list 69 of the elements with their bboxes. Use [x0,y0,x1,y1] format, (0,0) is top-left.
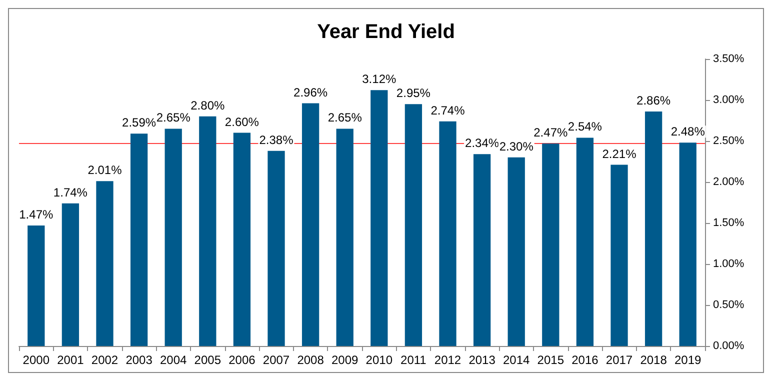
y-tick-label: 0.50% [713,299,744,311]
x-tick-label: 2012 [434,353,462,367]
bar [644,111,662,346]
x-tick-label: 2007 [262,353,290,367]
data-label: 2.65% [156,110,191,125]
data-label: 2.54% [568,120,602,134]
x-tick-label: 2004 [160,353,188,367]
bar [302,103,320,346]
data-label: 2.80% [190,98,225,112]
y-tick-label: 1.00% [713,258,744,270]
data-label: 2.34% [465,136,500,150]
x-tick-label: 2016 [572,353,599,367]
data-label: 2.95% [396,86,431,100]
x-tick-label: 2009 [332,353,359,367]
x-tick-label: 2018 [640,353,668,367]
x-tick-label: 2014 [503,353,530,367]
data-label: 2.21% [602,146,637,161]
chart-title: Year End Yield [317,21,455,43]
bar [404,104,422,346]
data-label: 2.60% [224,114,260,129]
data-label: 2.59% [122,116,156,130]
data-label: 2.86% [636,93,671,108]
x-tick-label: 2003 [126,353,153,367]
bar [679,142,696,346]
x-tick-label: 2000 [22,353,50,367]
x-tick-label: 2019 [674,353,702,367]
y-tick-label: 3.50% [713,53,744,65]
data-label: 2.30% [499,139,534,154]
bar [576,138,594,346]
data-label: 2.74% [430,103,466,118]
bar [439,121,456,346]
data-label: 2.48% [670,124,706,139]
data-label: 3.12% [362,72,396,86]
bar [199,116,216,346]
x-tick-label: 2011 [400,353,427,367]
x-tick-label: 2005 [194,353,222,367]
x-tick-label: 2002 [91,353,118,367]
x-tick-label: 2015 [537,353,564,367]
x-tick-label: 2008 [297,353,324,367]
x-tick-label: 2010 [366,353,393,367]
bar [473,154,491,346]
bar [130,134,148,346]
bar [508,157,525,346]
y-tick-label: 0.00% [713,340,744,352]
bar [336,128,354,346]
bar [542,143,560,346]
x-tick-label: 2017 [606,353,633,367]
data-label: 1.47% [19,207,54,222]
bar [370,90,388,346]
data-label: 2.47% [534,125,568,140]
bar [28,225,45,346]
y-tick-label: 3.00% [713,94,744,106]
data-label: 2.96% [294,85,328,100]
y-tick-label: 1.50% [713,217,744,229]
data-label: 1.74% [53,185,88,200]
data-label: 2.65% [328,110,362,125]
bar [96,181,114,346]
bar [268,150,285,346]
bar [62,203,80,346]
x-tick-label: 2001 [57,353,84,367]
bar [610,164,628,346]
bar [164,128,182,346]
x-tick-label: 2006 [228,353,256,367]
data-label: 2.38% [259,132,294,147]
data-label: 2.01% [88,163,122,178]
x-tick-label: 2013 [468,353,496,367]
y-tick-label: 2.00% [713,176,744,188]
bar [233,132,251,346]
y-tick-label: 2.50% [713,135,744,147]
